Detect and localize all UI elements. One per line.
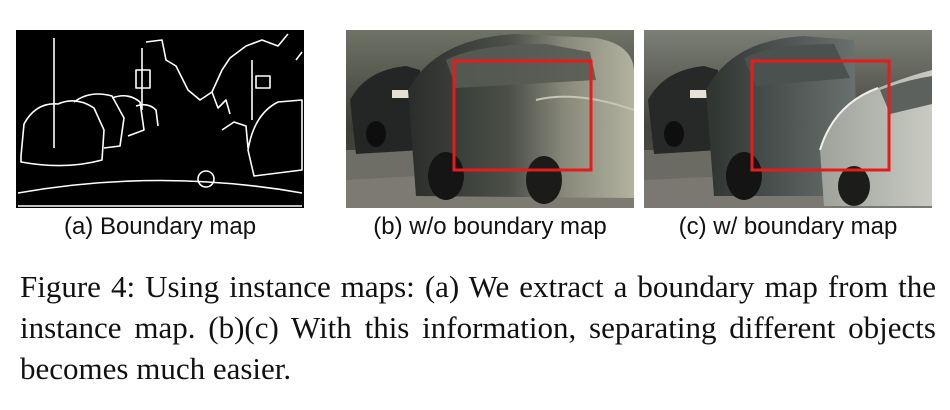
subcaption-b: (b) w/o boundary map <box>373 213 607 240</box>
result-without-boundary-image <box>346 30 634 208</box>
subcaption-c: (c) w/ boundary map <box>678 213 898 240</box>
subcaption-a: (a) Boundary map <box>63 213 257 240</box>
figure-caption: Figure 4: Using instance maps: (a) We ex… <box>20 269 936 386</box>
boundary-map-image <box>16 30 304 208</box>
result-with-boundary-image <box>644 30 932 208</box>
